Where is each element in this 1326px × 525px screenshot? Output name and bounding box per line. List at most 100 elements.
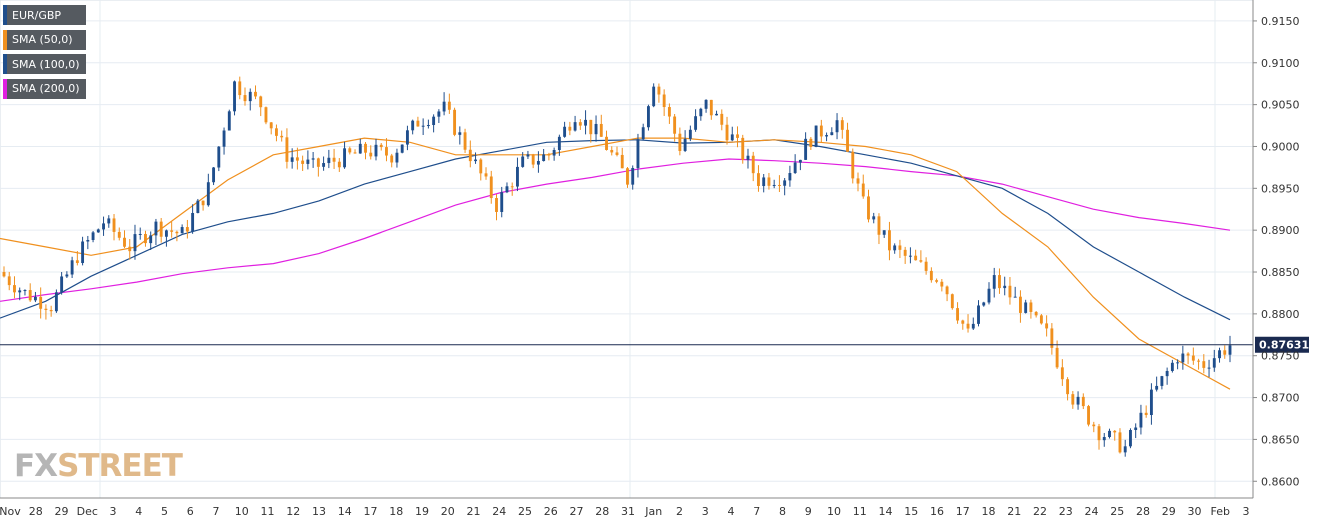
y-tick-label: 0.9100: [1261, 57, 1300, 70]
x-tick-label: 23: [1059, 505, 1073, 518]
candle-body: [33, 296, 37, 301]
legend-item-sma100[interactable]: SMA (100,0): [3, 54, 86, 74]
candle-body: [531, 154, 535, 165]
candle-body: [138, 233, 142, 235]
candle-body: [673, 116, 677, 134]
x-tick-label: 20: [441, 505, 455, 518]
x-tick-label: 17: [364, 505, 378, 518]
candle-body: [1186, 353, 1190, 356]
legend: EUR/GBP SMA (50,0) SMA (100,0) SMA (200,…: [3, 5, 86, 103]
y-tick-label: 0.8650: [1261, 433, 1300, 446]
fxstreet-watermark: FXSTREET: [14, 448, 183, 484]
candle-body: [275, 128, 278, 136]
candle-body: [557, 136, 561, 150]
x-tick-label: 29: [55, 505, 69, 518]
candle-body: [1013, 296, 1017, 298]
y-tick-label: 0.9150: [1261, 15, 1300, 28]
candle-body: [201, 200, 205, 206]
candle-body: [1029, 302, 1033, 312]
x-tick-label: 31: [621, 505, 635, 518]
x-tick-label: 13: [312, 505, 326, 518]
x-tick-label: 6: [187, 505, 194, 518]
candle-body: [248, 91, 252, 102]
candle-body: [662, 94, 666, 108]
candle-body: [626, 168, 629, 185]
candle-body: [358, 143, 362, 154]
legend-item-sma200[interactable]: SMA (200,0): [3, 78, 86, 99]
candle-body: [91, 232, 95, 240]
candle-body: [75, 260, 79, 264]
legend-item-eurgbp[interactable]: EUR/GBP: [3, 5, 86, 25]
candle-body: [458, 132, 462, 135]
x-tick-label: 3: [702, 505, 709, 518]
x-tick-label: 2: [676, 505, 683, 518]
candle-body: [133, 234, 137, 252]
candle-body: [730, 134, 734, 141]
x-tick-label: Jan: [644, 505, 662, 518]
candle-body: [233, 81, 236, 112]
candle-body: [212, 167, 216, 183]
candle-body: [798, 159, 802, 163]
x-tick-label: 3: [1243, 505, 1250, 518]
legend-label-sma50: SMA (50,0): [12, 33, 73, 46]
x-tick-label: 26: [544, 505, 558, 518]
candle-body: [1060, 367, 1064, 380]
candle-body: [1144, 412, 1148, 416]
candle-body: [379, 144, 383, 148]
candle-body: [437, 111, 441, 117]
candle-body: [442, 101, 446, 112]
candle-body: [751, 155, 755, 174]
candle-body: [1113, 430, 1117, 433]
candle-body: [563, 126, 567, 137]
candle-body: [495, 198, 498, 212]
candle-body: [856, 178, 860, 184]
candle-body: [60, 276, 64, 293]
x-tick-label: 28: [595, 505, 609, 518]
candle-body: [657, 86, 661, 95]
x-tick-label: 25: [518, 505, 532, 518]
legend-item-sma50[interactable]: SMA (50,0): [3, 29, 86, 50]
candle-body: [353, 152, 357, 154]
candle-body: [584, 119, 588, 126]
candle-body: [1228, 345, 1232, 355]
candle-body: [898, 245, 902, 250]
x-tick-label: 22: [1033, 505, 1047, 518]
candle-body: [405, 130, 409, 145]
x-tick-label: 9: [805, 505, 812, 518]
candle-body: [956, 308, 959, 321]
candle-body: [238, 81, 242, 96]
x-tick-label: 21: [1007, 505, 1021, 518]
candle-body: [851, 151, 855, 179]
candle-body: [316, 158, 320, 167]
candle-body: [191, 212, 195, 232]
x-tick-label: 12: [286, 505, 300, 518]
candle-body: [70, 260, 74, 275]
candle-body: [636, 139, 640, 169]
x-tick-label: 17: [956, 505, 970, 518]
candle-body: [888, 230, 891, 251]
candle-body: [7, 276, 11, 286]
y-tick-label: 0.9050: [1261, 99, 1300, 112]
candle-body: [757, 173, 760, 187]
candle-body: [725, 124, 729, 141]
candle-body: [479, 159, 483, 174]
candle-body: [1129, 429, 1132, 447]
sma-50-line: [0, 137, 1231, 390]
legend-label-sma200: SMA (200,0): [12, 82, 80, 95]
candle-body: [777, 184, 781, 186]
candle-body: [830, 132, 834, 136]
candle-body: [107, 218, 111, 224]
candle-body: [992, 275, 996, 289]
candle-body: [489, 176, 493, 199]
candle-body: [1181, 353, 1185, 363]
candle-body: [484, 173, 488, 177]
candle-body: [987, 288, 991, 303]
y-tick-label: 0.9000: [1261, 140, 1300, 153]
x-tick-label: 30: [1188, 505, 1202, 518]
candle-body: [65, 274, 69, 277]
candle-body: [327, 157, 331, 164]
candle-body: [1066, 379, 1070, 395]
candle-body: [667, 107, 671, 117]
